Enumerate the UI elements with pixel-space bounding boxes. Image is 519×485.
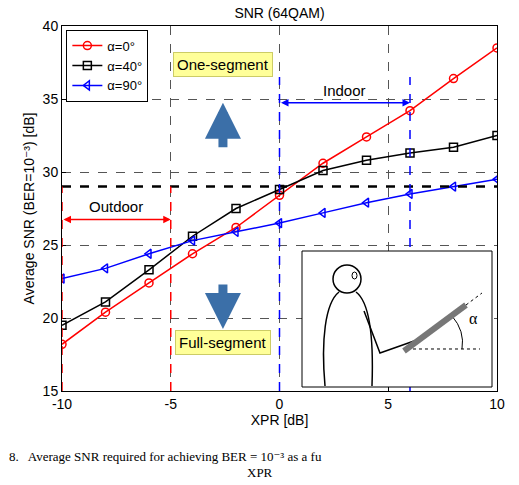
svg-text:XPR: XPR (247, 465, 273, 480)
svg-text:-5: -5 (165, 396, 178, 412)
svg-text:α=90°: α=90° (107, 78, 142, 93)
svg-text:α=0°: α=0° (107, 39, 135, 54)
svg-text:Indoor: Indoor (323, 82, 366, 99)
svg-text:XPR [dB]: XPR [dB] (251, 412, 309, 428)
svg-text:One-segment: One-segment (177, 56, 269, 73)
svg-text:Outdoor: Outdoor (89, 198, 143, 215)
svg-text:-10: -10 (52, 396, 72, 412)
svg-text:20: 20 (43, 310, 59, 326)
svg-text:Average SNR (BER=10⁻³) [dB]: Average SNR (BER=10⁻³) [dB] (21, 113, 37, 305)
svg-text:30: 30 (43, 164, 59, 180)
svg-text:SNR (64QAM): SNR (64QAM) (234, 5, 324, 21)
svg-text:35: 35 (43, 91, 59, 107)
svg-text:8. Average SNR required for: 8. Average SNR required for achieving BE… (9, 449, 322, 464)
svg-text:40: 40 (43, 18, 59, 34)
svg-text:α: α (469, 310, 478, 327)
svg-text:25: 25 (43, 237, 59, 253)
svg-text:0: 0 (276, 396, 284, 412)
svg-text:α=40°: α=40° (107, 59, 142, 74)
svg-text:Full-segment: Full-segment (179, 334, 267, 351)
svg-text:10: 10 (489, 396, 505, 412)
svg-text:5: 5 (384, 396, 392, 412)
svg-text:15: 15 (43, 383, 59, 399)
